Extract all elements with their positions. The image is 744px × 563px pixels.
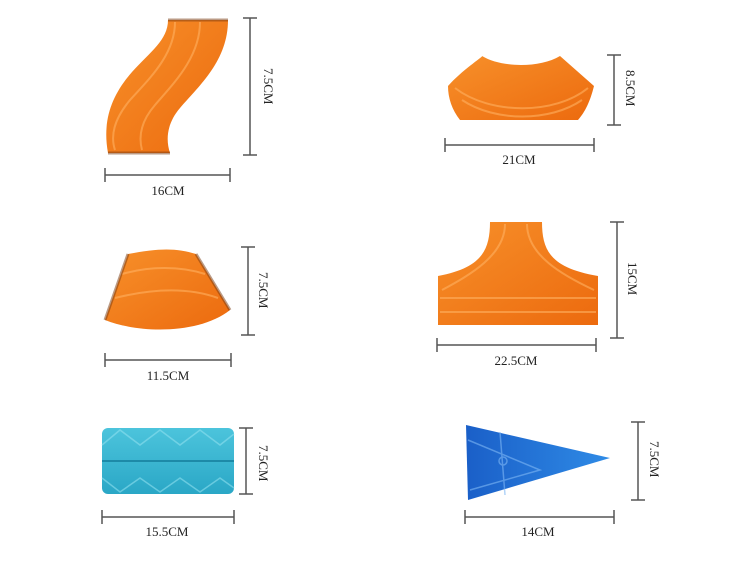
s-curve-width-label: 16CM [151,183,185,198]
arc-small-width-line [104,353,232,367]
fork-track-shape [438,222,598,325]
blue-square-width-line [101,510,235,524]
fork-width-line [436,338,597,352]
arc-large-width-label: 21CM [502,152,536,167]
blue-square-height-line [239,427,253,495]
fork-height-label: 15CM [625,262,640,296]
fork-width-label: 22.5CM [494,353,538,368]
blue-square-tile-shape [101,428,235,494]
blue-triangle-height-line [631,421,645,501]
blue-triangle-height-label: 7.5CM [647,441,662,478]
arc-large-height-line [607,54,621,126]
blue-square-height-label: 7.5CM [256,445,271,482]
arc-track-large-shape [448,56,594,120]
arc-small-height-line [241,246,255,336]
blue-triangle-width-line [464,510,615,524]
arc-large-height-label: 8.5CM [623,70,638,107]
blue-triangle-tile-shape [466,425,610,500]
arc-large-width-line [444,138,595,152]
s-curve-height-line [243,17,257,156]
arc-small-width-label: 11.5CM [146,368,190,383]
arc-track-small-shape [103,249,232,330]
arc-small-height-label: 7.5CM [256,272,271,309]
blue-triangle-width-label: 14CM [521,524,555,539]
s-curve-width-line [104,168,231,182]
s-curve-track-shape [106,18,228,155]
blue-square-width-label: 15.5CM [145,524,189,539]
s-curve-height-label: 7.5CM [261,68,276,105]
fork-height-line [610,221,624,339]
